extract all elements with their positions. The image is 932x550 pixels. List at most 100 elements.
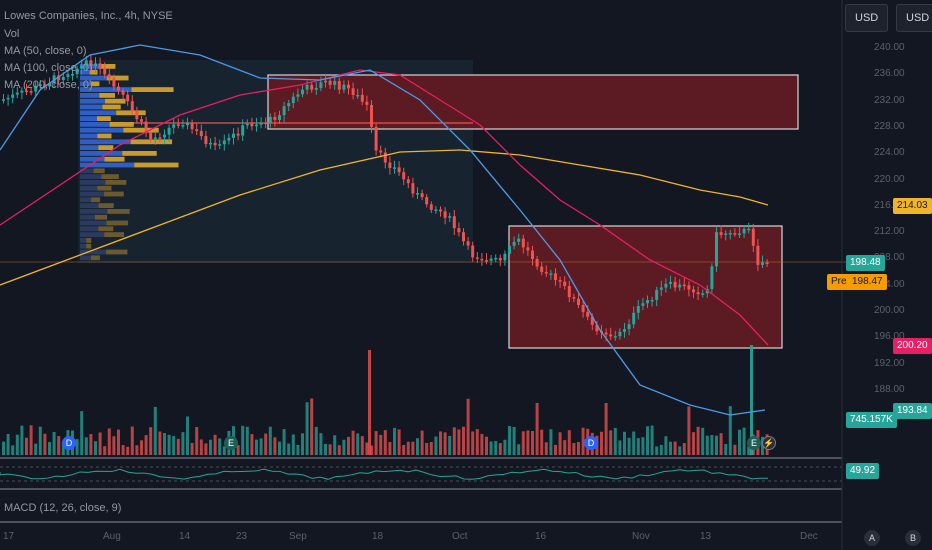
volume-bar — [222, 446, 226, 455]
volume-bar — [89, 434, 93, 455]
volume-label: 745.157K — [846, 412, 897, 428]
volume-bar — [163, 433, 166, 455]
candle-body — [439, 209, 442, 212]
candle-body — [383, 152, 387, 163]
candle-body — [393, 167, 396, 169]
candle-body — [646, 300, 649, 304]
volume-bar — [43, 433, 47, 455]
candle-body — [554, 273, 557, 281]
volume-bar — [650, 425, 654, 455]
profile-bar-up — [80, 180, 106, 185]
candle-body — [696, 292, 700, 295]
candle-body — [687, 285, 691, 290]
profile-bar-down — [97, 185, 112, 191]
price-axis-tick: 200.00 — [874, 305, 905, 316]
candle-body — [370, 104, 373, 127]
candle-body — [517, 238, 521, 242]
profile-bar-down — [104, 232, 124, 237]
candle-body — [733, 233, 737, 235]
candle-body — [264, 122, 268, 125]
resistance-zone — [267, 74, 799, 130]
candle-body — [489, 258, 493, 261]
candle-body — [195, 129, 199, 131]
volume-bar — [103, 446, 107, 455]
candle-body — [301, 89, 304, 95]
candle-body — [144, 121, 148, 133]
candle-body — [176, 124, 180, 126]
rsi-line — [0, 468, 769, 480]
ma100-legend[interactable]: MA (100, close, 0) — [4, 62, 93, 74]
candle-body — [485, 260, 488, 262]
candle-body — [337, 81, 341, 90]
volume-bar — [34, 443, 38, 455]
dividend-icon[interactable]: D — [584, 436, 598, 450]
volume-bar — [572, 443, 576, 455]
currency-button-2[interactable]: USD — [896, 4, 932, 32]
candle-body — [692, 289, 695, 293]
candle-body — [604, 332, 608, 335]
volume-bar — [535, 402, 539, 455]
volume-bar — [98, 432, 102, 455]
candle-body — [172, 124, 176, 128]
volume-bar — [457, 429, 461, 455]
candle-body — [429, 204, 433, 210]
ma50-legend[interactable]: MA (50, close, 0) — [4, 45, 87, 57]
volume-bar — [255, 439, 258, 455]
volume-bar — [209, 439, 212, 455]
candle-body — [103, 68, 107, 75]
candle-body — [305, 84, 309, 90]
time-axis-tick: 14 — [179, 531, 191, 542]
ma50-line — [0, 69, 769, 346]
currency-button[interactable]: USD — [845, 4, 889, 32]
candle-body — [71, 73, 74, 76]
volume-bar — [374, 431, 378, 455]
candle-body — [287, 103, 291, 107]
volume-bar — [388, 441, 392, 455]
earnings-icon[interactable]: E — [224, 436, 238, 450]
candle-body — [149, 132, 153, 140]
profile-bar-up — [80, 203, 99, 208]
dividend-icon[interactable]: D — [62, 436, 76, 450]
profile-bar-up — [80, 174, 102, 179]
volume-bar — [613, 428, 617, 455]
volume-spike — [750, 345, 753, 455]
profile-bar-up — [80, 81, 91, 87]
candle-body — [232, 133, 235, 138]
last-price-label: 198.48 — [846, 255, 885, 271]
candle-body — [448, 216, 452, 218]
time-axis-tick: 17 — [3, 531, 15, 542]
candle-body — [20, 90, 24, 93]
candle-body — [15, 92, 19, 95]
volume-bar — [2, 441, 5, 455]
lightning-icon[interactable]: ⚡ — [762, 436, 776, 450]
ma200-legend[interactable]: MA (200, close, 0) — [4, 79, 93, 91]
price-axis-tick: 228.00 — [874, 120, 905, 132]
candle-body — [613, 336, 617, 338]
macd-legend[interactable]: MACD (12, 26, close, 9) — [4, 502, 122, 514]
volume-bar — [544, 442, 548, 455]
volume-bar — [365, 442, 369, 455]
candle-body — [526, 247, 530, 251]
alert-button-b[interactable]: B — [905, 530, 921, 546]
alert-button-a[interactable]: A — [864, 530, 880, 546]
time-axis-tick: 23 — [236, 531, 248, 542]
earnings-icon[interactable]: E — [747, 436, 761, 450]
candle-body — [742, 228, 746, 234]
candle-body — [443, 211, 447, 218]
volume-bar — [29, 425, 33, 455]
vol-legend[interactable]: Vol — [4, 28, 20, 40]
candle-body — [89, 60, 93, 67]
volume-bar — [724, 443, 728, 455]
volume-bar — [204, 443, 208, 455]
volume-bar — [370, 445, 373, 455]
candle-body — [590, 316, 594, 325]
volume-bar — [379, 434, 383, 455]
price-axis-tick: 212.00 — [874, 226, 905, 238]
volume-bar — [287, 443, 291, 455]
candle-body — [204, 136, 208, 145]
volume-bar — [264, 433, 268, 455]
candle-body — [98, 63, 102, 69]
volume-bar — [728, 406, 732, 455]
volume-bar — [117, 429, 120, 455]
